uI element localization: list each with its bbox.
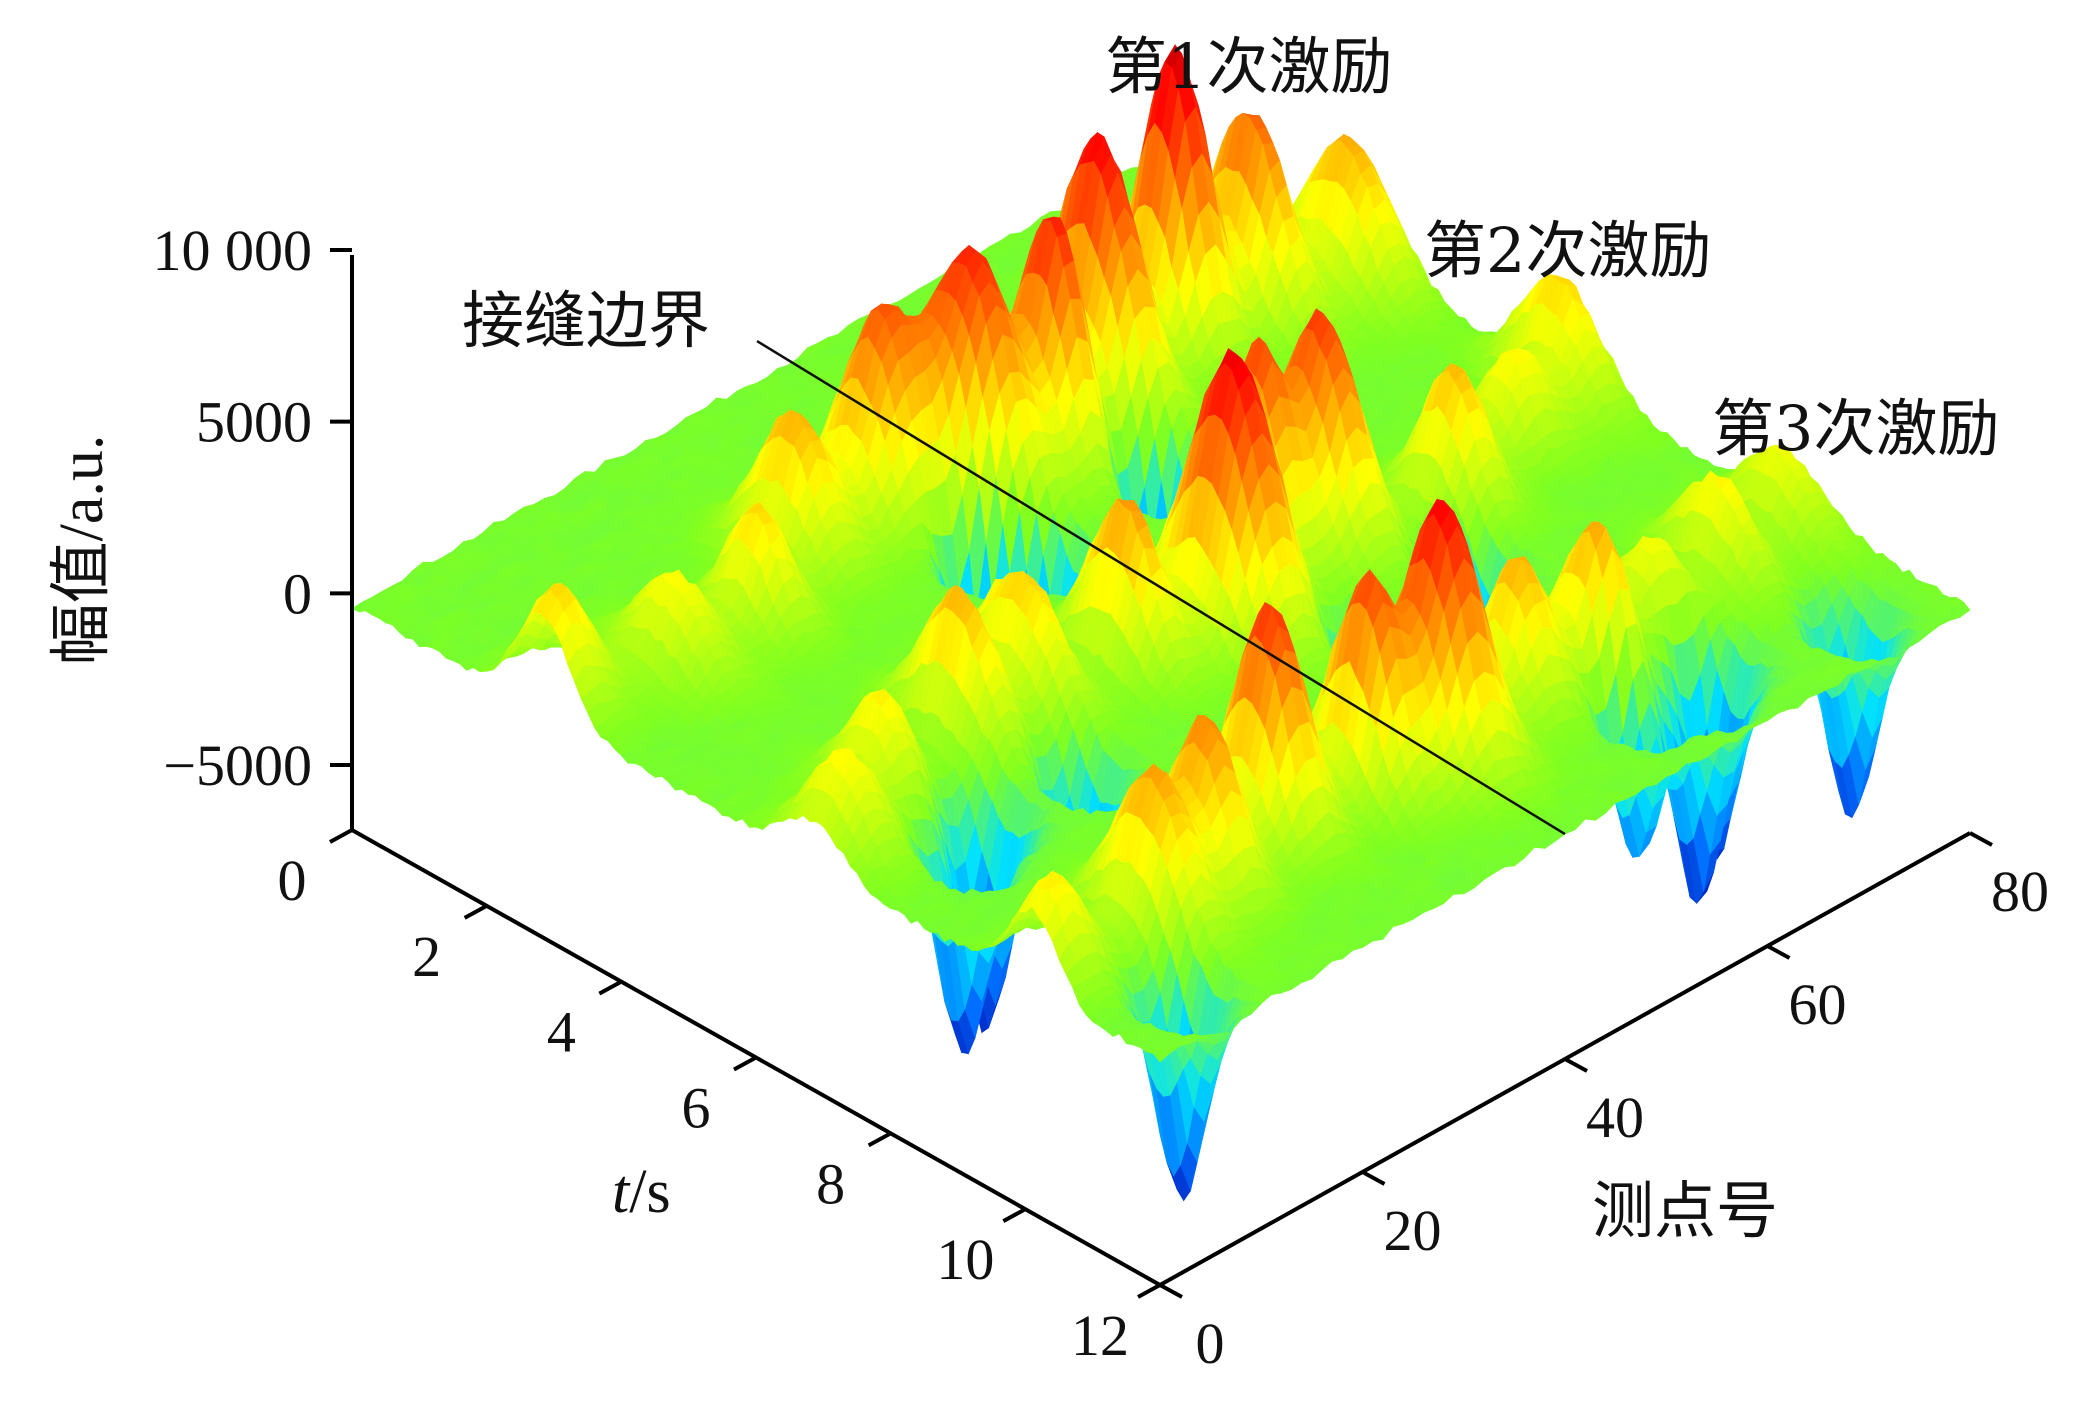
surface-layer: [351, 44, 1971, 1202]
